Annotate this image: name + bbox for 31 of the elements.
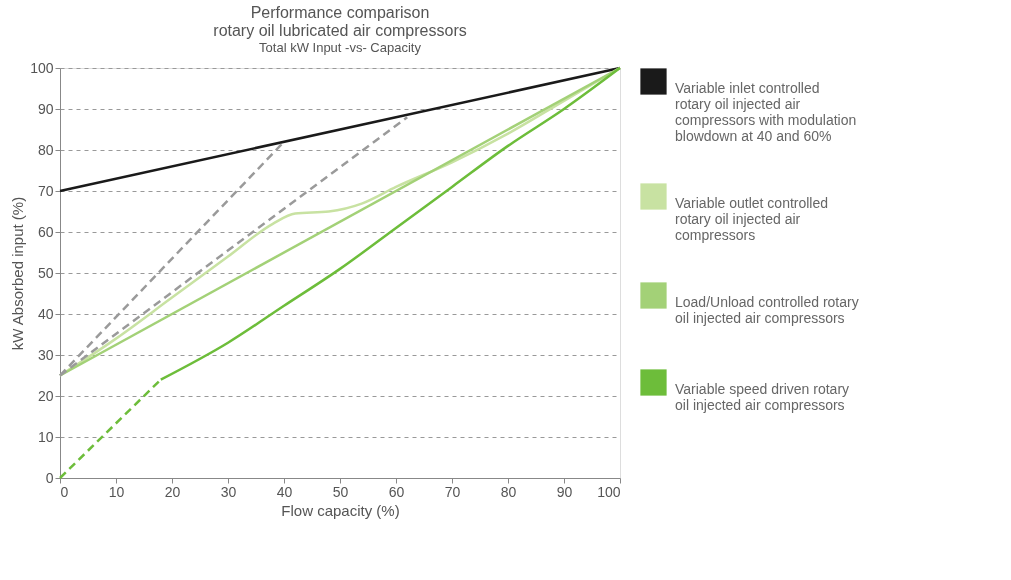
y-tick-label: 0 (45, 469, 54, 486)
y-tick-label: 60 (37, 223, 54, 240)
x-tick-label: 10 (108, 483, 125, 500)
x-tick-label: 60 (388, 483, 405, 500)
y-tick-label: 10 (37, 428, 54, 445)
y-tick-label: 50 (37, 264, 54, 281)
y-axis-title: kW Absorbed input (%) (9, 196, 27, 351)
legend-label: Variable inlet controlled rotary oil injected air compressors with modulation blowdown at 40 and 60% (675, 79, 857, 144)
x-tick-label: 50 (332, 483, 349, 500)
chart-subtitle: rotary oil lubricated air compressors (213, 22, 467, 39)
x-tick-label: 30 (220, 483, 237, 500)
y-tick-label: 30 (37, 346, 54, 363)
legend-label: Load/Unload controlled rotary oil injected air compressors (675, 293, 859, 326)
x-axis-title: Flow capacity (%) (281, 501, 400, 519)
y-tick-label: 70 (37, 182, 54, 199)
x-tick-label: 0 (60, 483, 69, 500)
text: Total kW Input -vs- Capacity (259, 40, 422, 55)
x-tick-label: 100 (597, 483, 621, 500)
x-tick-label: 80 (500, 483, 517, 500)
y-tick-label: 40 (37, 305, 54, 322)
y-tick-label: 20 (37, 387, 54, 404)
legend-label: Variable outlet controlled rotary oil injected air compressors (675, 194, 829, 243)
y-tick-label: 100 (30, 59, 54, 76)
chart-title: Performance comparison (250, 4, 430, 21)
x-tick-label: 20 (164, 483, 181, 500)
x-tick-label: 90 (556, 483, 573, 500)
y-tick-label: 80 (37, 141, 54, 158)
legend-label: Variable speed driven rotary oil injected air compressors (675, 380, 850, 413)
x-tick-label: 70 (444, 483, 461, 500)
x-tick-label: 40 (276, 483, 293, 500)
y-tick-label: 90 (37, 100, 54, 117)
